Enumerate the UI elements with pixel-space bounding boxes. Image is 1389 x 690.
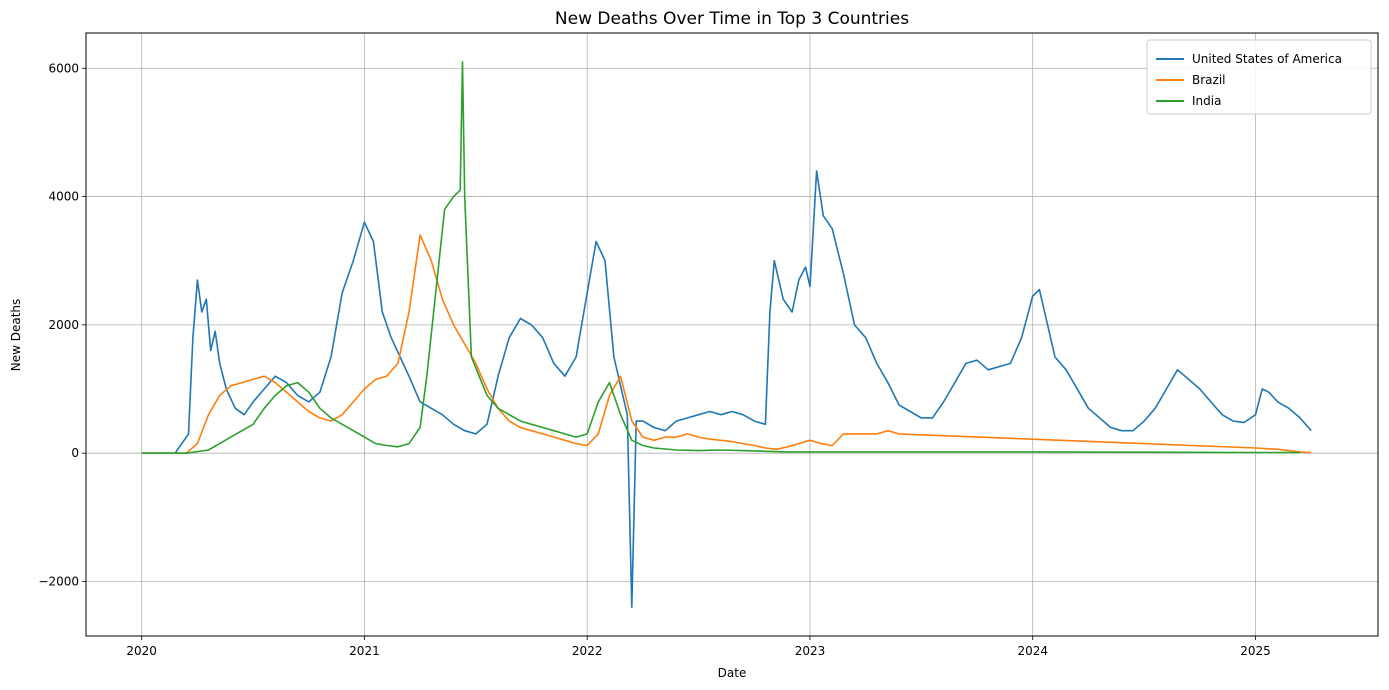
legend-label: India bbox=[1192, 94, 1221, 108]
y-tick-label: −2000 bbox=[38, 574, 79, 588]
x-tick-label: 2024 bbox=[1017, 644, 1048, 658]
y-tick-label: 0 bbox=[71, 446, 79, 460]
series-line-1 bbox=[141, 234, 1312, 455]
legend: United States of America Brazil India bbox=[1146, 39, 1372, 115]
series-line-2 bbox=[141, 61, 1300, 455]
x-tick-label: 2025 bbox=[1240, 644, 1271, 658]
legend-box bbox=[1146, 39, 1372, 115]
y-tick-label: 6000 bbox=[48, 61, 79, 75]
x-tick-label: 2020 bbox=[126, 644, 157, 658]
legend-label: Brazil bbox=[1192, 73, 1226, 87]
axis-ticks: 2020 2021 2022 2023 2024 2025 −2000 0 2000 4000 60… bbox=[38, 61, 1270, 658]
y-tick-label: 2000 bbox=[48, 318, 79, 332]
plot-frame bbox=[85, 32, 1379, 637]
x-tick-label: 2021 bbox=[349, 644, 380, 658]
gridlines bbox=[86, 33, 1378, 636]
series-lines bbox=[141, 61, 1312, 608]
x-tick-label: 2023 bbox=[795, 644, 826, 658]
series-line-0 bbox=[141, 170, 1312, 608]
y-tick-label: 4000 bbox=[48, 190, 79, 204]
chart-title: New Deaths Over Time in Top 3 Countries bbox=[555, 9, 909, 29]
legend-label: United States of America bbox=[1192, 52, 1342, 66]
y-axis-title: New Deaths bbox=[9, 299, 23, 372]
x-tick-label: 2022 bbox=[572, 644, 603, 658]
x-axis-title: Date bbox=[718, 666, 747, 680]
